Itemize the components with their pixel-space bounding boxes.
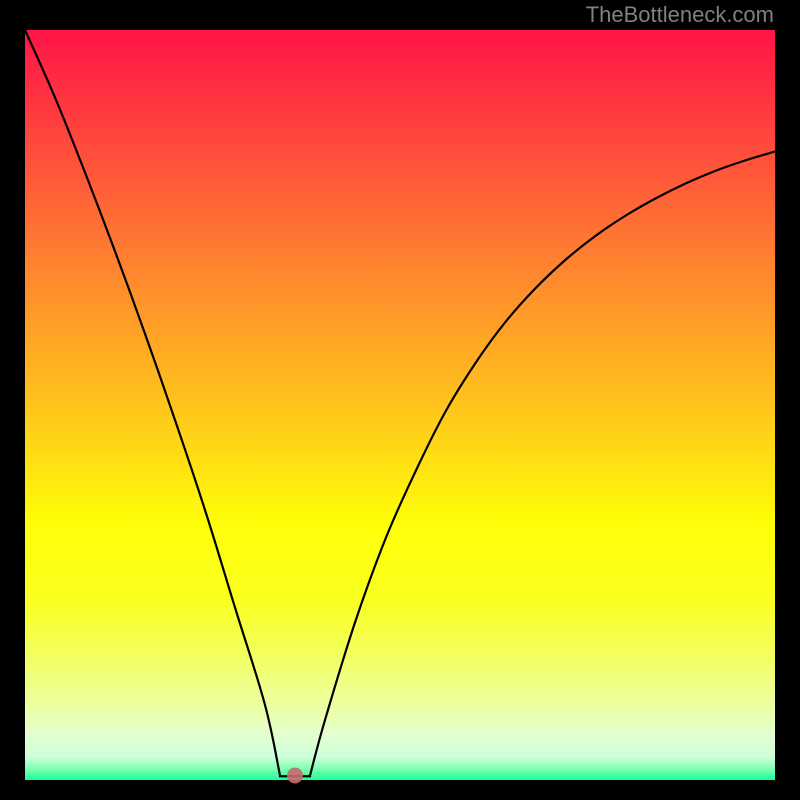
- chart-container: TheBottleneck.com: [0, 0, 800, 800]
- minimum-marker: [287, 768, 303, 784]
- watermark-text: TheBottleneck.com: [586, 2, 774, 28]
- plot-area: [25, 30, 775, 780]
- bottleneck-chart: [0, 0, 800, 800]
